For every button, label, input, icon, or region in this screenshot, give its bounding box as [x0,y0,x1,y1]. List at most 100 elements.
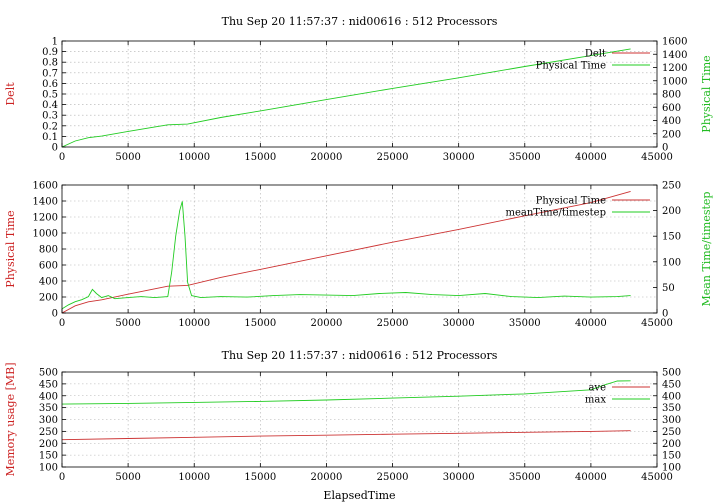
y-left-tick-label: 0.6 [42,79,58,90]
y-left-tick-label: 0 [52,143,58,154]
y-right-tick-label: 400 [662,116,681,127]
series-line-max [61,380,631,405]
x-tick-label: 20000 [311,472,343,483]
y-right-tick-label: 50 [662,283,675,294]
y-right-tick-label: 200 [662,206,681,217]
x-tick-label: 5000 [115,318,140,329]
y-left-tick-label: 0.5 [42,90,58,101]
legend-entry-label: Delt [585,49,606,60]
chart-title: Thu Sep 20 11:57:37 : nid00616 : 512 Pro… [222,15,498,28]
y-left-tick-label: 1400 [33,197,58,208]
x-tick-label: 45000 [641,152,673,163]
x-tick-label: 30000 [443,472,475,483]
y-right-tick-label: 150 [662,232,681,243]
y-left-axis-label: Physical Time [4,210,17,287]
x-tick-label: 0 [59,472,65,483]
y-left-tick-label: 800 [39,245,58,256]
x-axis-label: ElapsedTime [323,489,395,502]
y-left-tick-label: 150 [39,451,58,462]
y-left-tick-label: 0 [52,309,58,320]
x-tick-label: 20000 [311,318,343,329]
plot-delt-physical-time: 0 5000 10000 15000 20000 25000 30000 35000 40000… [4,15,713,163]
y-right-tick-label: 1400 [662,50,687,61]
legend-entry-label: meanTime/timestep [505,208,606,219]
x-tick-label: 0 [59,152,65,163]
y-left-tick-label: 0.1 [42,132,58,143]
y-left-tick-label: 0.4 [42,100,58,111]
y-left-tick-label: 250 [39,427,58,438]
x-tick-label: 40000 [575,318,607,329]
y-left-tick-label: 500 [39,368,58,379]
y-right-tick-label: 600 [662,103,681,114]
y-right-tick-label: 300 [662,415,681,426]
y-right-tick-label: 800 [662,90,681,101]
y-left-tick-label: 200 [39,293,58,304]
x-tick-label: 35000 [509,152,541,163]
y-left-tick-label: 1600 [33,181,58,192]
x-tick-label: 15000 [244,318,276,329]
y-right-axis-label: Physical Time [700,55,713,132]
y-right-tick-label: 200 [662,129,681,140]
y-right-tick-label: 250 [662,427,681,438]
plot-physical-time-mean-time: 0 5000 10000 15000 20000 25000 30000 35000 40000… [4,181,713,330]
legend-entry-label: Physical Time [536,196,606,207]
y-left-tick-label: 600 [39,261,58,272]
legend-entry-label: max [585,395,606,406]
y-left-tick-label: 0.9 [42,47,58,58]
x-tick-label: 40000 [575,152,607,163]
x-tick-label: 40000 [575,472,607,483]
y-left-tick-label: 0.8 [42,58,58,69]
y-right-tick-label: 350 [662,403,681,414]
y-left-tick-label: 400 [39,391,58,402]
y-right-tick-label: 500 [662,368,681,379]
y-left-tick-label: 400 [39,277,58,288]
plot-memory-usage: 0 5000 10000 15000 20000 25000 30000 35000 40000… [4,349,681,502]
x-tick-label: 10000 [178,472,210,483]
legend-entry-label: Physical Time [536,61,606,72]
x-tick-label: 25000 [377,472,409,483]
y-left-tick-label: 300 [39,415,58,426]
y-left-axis-label: Memory usage [MB] [4,362,17,476]
y-left-tick-label: 0.3 [42,111,58,122]
x-tick-label: 10000 [178,318,210,329]
y-right-tick-label: 100 [662,463,681,474]
y-left-tick-label: 1 [52,37,58,48]
y-right-tick-label: 150 [662,451,681,462]
y-right-axis-label: Mean Time/timestep [700,192,713,307]
x-tick-label: 20000 [311,152,343,163]
legend-entry-label: ave [588,383,606,394]
series-line-meantime-timestep [61,201,631,310]
x-tick-label: 25000 [377,318,409,329]
y-right-tick-label: 0 [662,309,668,320]
x-tick-label: 15000 [244,152,276,163]
x-tick-label: 25000 [377,152,409,163]
x-tick-label: 5000 [115,152,140,163]
y-left-tick-label: 0.7 [42,68,58,79]
y-left-tick-label: 1200 [33,213,58,224]
x-tick-label: 15000 [244,472,276,483]
x-tick-label: 35000 [509,472,541,483]
x-tick-label: 0 [59,318,65,329]
y-right-tick-label: 400 [662,391,681,402]
x-tick-label: 30000 [443,318,475,329]
x-tick-label: 35000 [509,318,541,329]
y-right-tick-label: 1000 [662,76,687,87]
chart-title: Thu Sep 20 11:57:37 : nid00616 : 512 Pro… [222,349,498,362]
y-left-tick-label: 1000 [33,229,58,240]
series-line-physical-time [61,190,631,314]
y-right-tick-label: 0 [662,143,668,154]
y-left-tick-label: 200 [39,439,58,450]
y-right-tick-label: 100 [662,257,681,268]
y-left-tick-label: 350 [39,403,58,414]
x-tick-label: 5000 [115,472,140,483]
series-line-physical-time [61,48,631,148]
x-tick-label: 45000 [641,472,673,483]
y-left-axis-label: Delt [4,82,17,106]
x-tick-label: 30000 [443,152,475,163]
y-right-tick-label: 200 [662,439,681,450]
y-right-tick-label: 1600 [662,37,687,48]
y-right-tick-label: 250 [662,181,681,192]
y-left-tick-label: 100 [39,463,58,474]
y-right-tick-label: 1200 [662,63,687,74]
